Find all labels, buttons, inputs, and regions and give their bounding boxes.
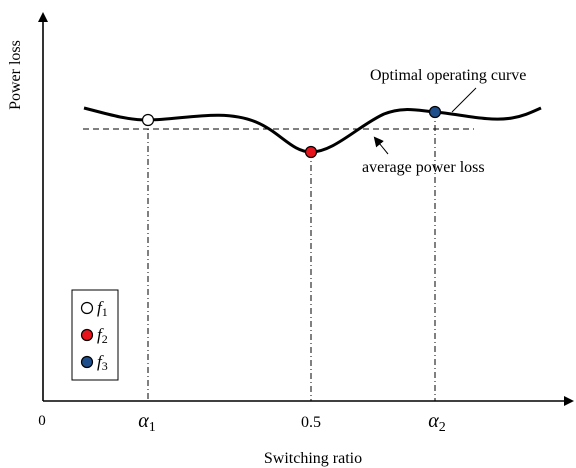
f3-point (428, 105, 442, 119)
f1-point (141, 113, 155, 127)
y-axis-label: Power loss (7, 40, 24, 110)
legend-box (71, 289, 119, 381)
optimal-curve-pointer (451, 87, 477, 113)
legend-f1-marker (80, 301, 94, 315)
x-tick-half: 0.5 (301, 414, 321, 431)
legend-f3-marker (80, 355, 94, 369)
average-power-loss-label: average power loss (362, 159, 485, 176)
optimal-operating-curve (83, 106, 542, 154)
average-loss-arrow (373, 136, 389, 155)
x-tick-alpha1: α1 (138, 410, 156, 435)
optimal-curve-label: Optimal operating curve (370, 67, 526, 84)
legend-f1-label: f1 (97, 298, 108, 319)
x-tick-alpha2: α2 (428, 410, 446, 435)
legend-f2-marker (80, 328, 94, 342)
origin-label: 0 (38, 413, 46, 429)
f2-point (304, 145, 318, 159)
legend: f1 f2 f3 (71, 289, 119, 381)
x-axis-label: Switching ratio (264, 450, 362, 467)
legend-f2-label: f2 (97, 325, 108, 346)
legend-f3-label: f3 (97, 352, 108, 373)
